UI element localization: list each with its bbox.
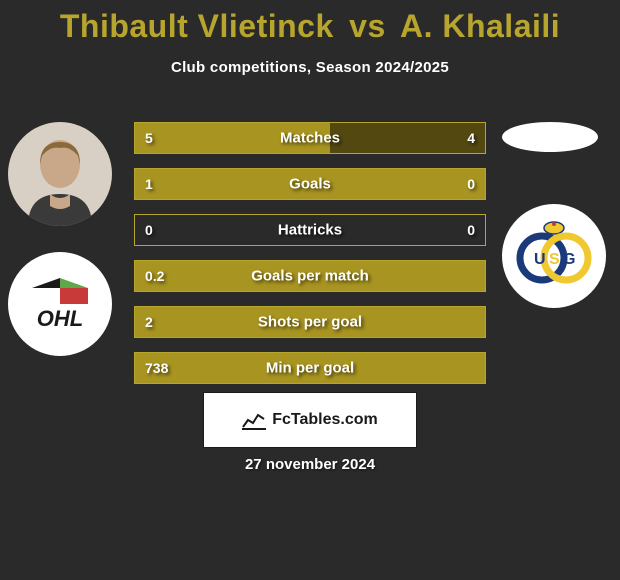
player1-avatar bbox=[8, 122, 112, 226]
stat-label: Goals bbox=[289, 176, 331, 193]
footer-brand-text: FcTables.com bbox=[272, 411, 378, 429]
stat-row: 1 Goals 0 bbox=[134, 168, 486, 200]
player2-avatar bbox=[502, 122, 598, 152]
stat-left-value: 5 bbox=[145, 130, 153, 146]
footer-date: 27 november 2024 bbox=[245, 456, 375, 473]
fctables-logo-icon bbox=[242, 410, 266, 430]
stat-left-value: 1 bbox=[145, 176, 153, 192]
stat-label: Hattricks bbox=[278, 222, 342, 239]
stat-row: 0 Hattricks 0 bbox=[134, 214, 486, 246]
svg-text:OHL: OHL bbox=[37, 306, 83, 331]
stat-right-value: 0 bbox=[467, 222, 475, 238]
stat-bar-right bbox=[330, 123, 485, 153]
svg-text:S: S bbox=[549, 251, 560, 268]
ohl-logo-icon: OHL bbox=[22, 266, 98, 342]
stat-row: 2 Shots per goal bbox=[134, 306, 486, 338]
stat-row: 5 Matches 4 bbox=[134, 122, 486, 154]
player2-name: A. Khalaili bbox=[400, 8, 560, 44]
right-badge-column: U S G bbox=[502, 122, 606, 308]
stat-left-value: 0 bbox=[145, 222, 153, 238]
svg-text:G: G bbox=[563, 251, 575, 268]
player2-club-badge: U S G bbox=[502, 204, 606, 308]
stat-left-value: 2 bbox=[145, 314, 153, 330]
subtitle: Club competitions, Season 2024/2025 bbox=[0, 59, 620, 76]
footer-brand-badge: FcTables.com bbox=[203, 392, 417, 448]
stat-label: Shots per goal bbox=[258, 314, 362, 331]
person-silhouette-icon bbox=[20, 136, 100, 226]
usg-logo-icon: U S G bbox=[516, 218, 592, 294]
stat-left-value: 738 bbox=[145, 360, 168, 376]
stats-container: 5 Matches 4 1 Goals 0 0 Hattricks 0 0.2 Goals per … bbox=[134, 122, 486, 384]
stat-label: Matches bbox=[280, 130, 340, 147]
stat-row: 0.2 Goals per match bbox=[134, 260, 486, 292]
stat-row: 738 Min per goal bbox=[134, 352, 486, 384]
stat-left-value: 0.2 bbox=[145, 268, 164, 284]
player1-club-badge: OHL bbox=[8, 252, 112, 356]
stat-label: Min per goal bbox=[266, 360, 354, 377]
stat-right-value: 0 bbox=[467, 176, 475, 192]
vs-text: vs bbox=[349, 8, 386, 44]
left-badge-column: OHL bbox=[8, 122, 112, 356]
player1-name: Thibault Vlietinck bbox=[60, 8, 334, 44]
stat-label: Goals per match bbox=[251, 268, 369, 285]
page-title: Thibault Vlietinck vs A. Khalaili bbox=[0, 0, 620, 45]
svg-text:U: U bbox=[534, 251, 546, 268]
stat-right-value: 4 bbox=[467, 130, 475, 146]
